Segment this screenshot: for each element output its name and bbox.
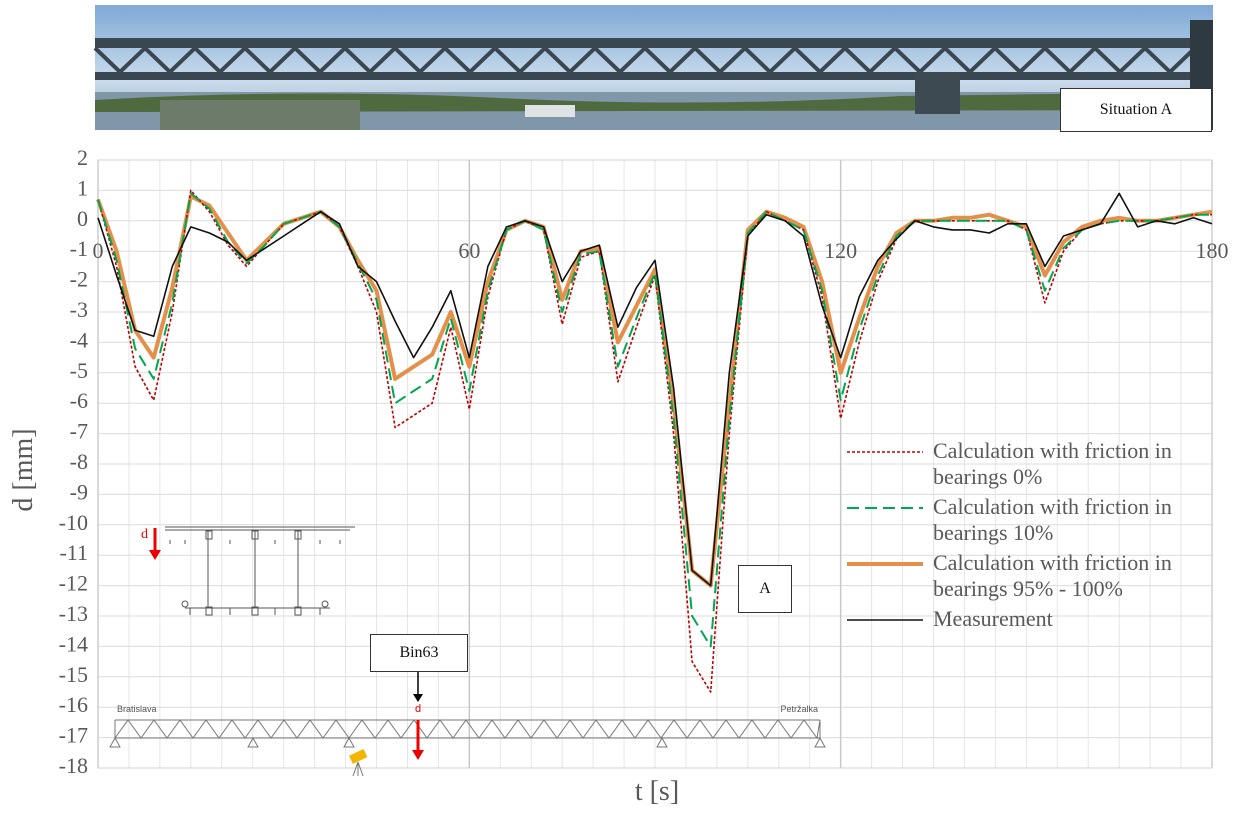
elevation-arrowhead [412, 750, 424, 760]
y-tick-label: 2 [77, 145, 88, 170]
legend-swatch [845, 446, 925, 458]
y-tick-label: -14 [59, 631, 88, 656]
legend-label: Calculation with friction in bearings 95… [933, 550, 1208, 602]
elevation-arrow-label: d [415, 703, 421, 715]
elevation [110, 720, 825, 747]
legend-swatch [845, 558, 925, 570]
page: {"chart_data": { "type": "line", "x_labe… [0, 0, 1237, 816]
x-tick-label: 0 [93, 238, 104, 263]
section-arrow-label: d [141, 527, 148, 542]
y-tick-label: 1 [77, 175, 88, 200]
y-tick-label: -12 [59, 571, 88, 596]
legend-item: Calculation with friction in bearings 95… [845, 550, 1215, 602]
x-tick-label: 180 [1196, 238, 1229, 263]
chart: 210-1-2-3-4-5-6-7-8-9-10-11-12-13-14-15-… [0, 0, 1237, 816]
right-bank-label: Petržalka [780, 704, 818, 714]
y-tick-label: -2 [70, 267, 88, 292]
y-tick-label: -13 [59, 601, 88, 626]
y-tick-label: -1 [70, 236, 88, 261]
y-tick-label: -15 [59, 662, 88, 687]
situation-label: Situation A [1100, 101, 1172, 119]
x-axis-title: t [s] [635, 776, 679, 807]
y-tick-label: -10 [59, 510, 88, 535]
legend-item: Measurement [845, 606, 1215, 632]
legend-swatch [845, 502, 925, 514]
x-tick-label: 60 [458, 238, 480, 263]
situation-box: Situation A [1060, 88, 1212, 132]
y-tick-label: -16 [59, 692, 88, 717]
y-tick-label: -9 [70, 479, 88, 504]
legend-swatch [845, 614, 925, 626]
y-tick-label: -8 [70, 449, 88, 474]
bridge-photo [95, 5, 1213, 130]
y-tick-label: -17 [59, 723, 88, 748]
sensor-box: Bin63 [370, 634, 468, 672]
left-bank-label: Bratislava [117, 704, 157, 714]
point-box: A [738, 565, 792, 613]
y-tick-label: -7 [70, 419, 88, 444]
y-tick-label: -5 [70, 358, 88, 383]
y-tick-label: -18 [59, 753, 88, 778]
y-tick-label: -6 [70, 388, 88, 413]
y-tick-label: 0 [77, 206, 88, 231]
legend-label: Calculation with friction in bearings 10… [933, 494, 1208, 546]
legend: Calculation with friction in bearings 0%… [845, 438, 1215, 636]
point-label: A [759, 580, 771, 598]
legend-item: Calculation with friction in bearings 0% [845, 438, 1215, 490]
y-tick-label: -3 [70, 297, 88, 322]
y-axis-title: d [mm] [8, 428, 39, 511]
legend-label: Calculation with friction in bearings 0% [933, 438, 1208, 490]
legend-label: Measurement [933, 606, 1208, 632]
y-tick-label: -11 [59, 540, 88, 565]
legend-item: Calculation with friction in bearings 10… [845, 494, 1215, 546]
camera-icon [349, 749, 367, 776]
sensor-pointer-head [413, 694, 423, 702]
x-tick-label: 120 [824, 238, 857, 263]
cross-section [165, 527, 355, 615]
y-tick-label: -4 [70, 327, 88, 352]
sensor-label: Bin63 [399, 644, 438, 662]
